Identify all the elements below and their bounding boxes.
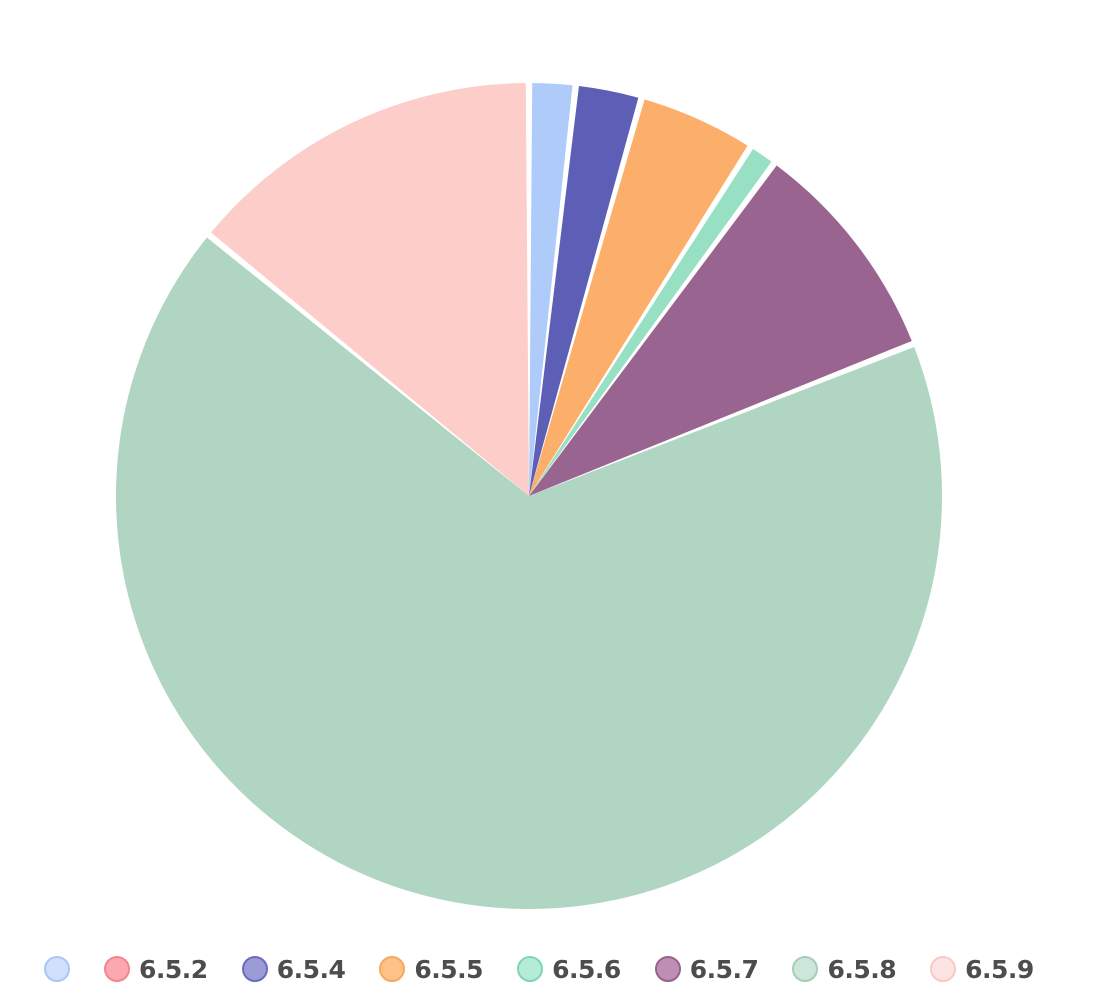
legend-swatch-icon (930, 956, 957, 982)
chart-legend: 6.5.2 6.5.4 6.5.5 6.5.6 6.5.7 6.5.8 6.5.9 (0, 930, 1102, 1008)
legend-item[interactable]: 6.5.6 (517, 956, 621, 982)
legend-item[interactable]: 6.5.7 (654, 954, 759, 984)
pie-slice[interactable] (529, 83, 573, 496)
legend-item-label: 6.5.6 (552, 954, 621, 984)
legend-item[interactable]: 6.5.5 (379, 954, 484, 984)
legend-swatch-icon (104, 956, 130, 982)
legend-item-label: 6.5.9 (965, 954, 1034, 984)
pie-slice[interactable] (211, 83, 529, 496)
pie-plot-area (115, 83, 942, 910)
legend-item-label: 6.5.8 (827, 954, 897, 984)
legend-item[interactable] (44, 956, 70, 982)
legend-swatch-icon (379, 956, 406, 982)
pie-slice[interactable] (529, 86, 639, 496)
pie-slice[interactable] (529, 165, 912, 496)
legend-swatch-icon (44, 956, 70, 982)
pie-slice[interactable] (115, 237, 942, 910)
legend-item-label: 6.5.7 (689, 954, 759, 984)
legend-item-label: 6.5.2 (139, 954, 208, 984)
legend-swatch-icon (654, 956, 681, 982)
legend-item-label: 6.5.5 (414, 954, 484, 984)
pie-slice[interactable] (529, 149, 772, 497)
pie-svg (115, 83, 942, 910)
legend-item[interactable]: 6.5.9 (930, 956, 1034, 982)
legend-swatch-icon (792, 956, 819, 982)
legend-item-label: 6.5.4 (276, 954, 346, 984)
legend-item[interactable]: 6.5.4 (241, 954, 346, 984)
legend-item[interactable]: 6.5.8 (792, 954, 897, 984)
pie-slice[interactable] (529, 99, 748, 497)
legend-swatch-icon (517, 956, 544, 982)
legend-item[interactable]: 6.5.2 (104, 956, 208, 982)
legend-swatch-icon (241, 956, 268, 982)
pie-slice-group (115, 83, 942, 910)
